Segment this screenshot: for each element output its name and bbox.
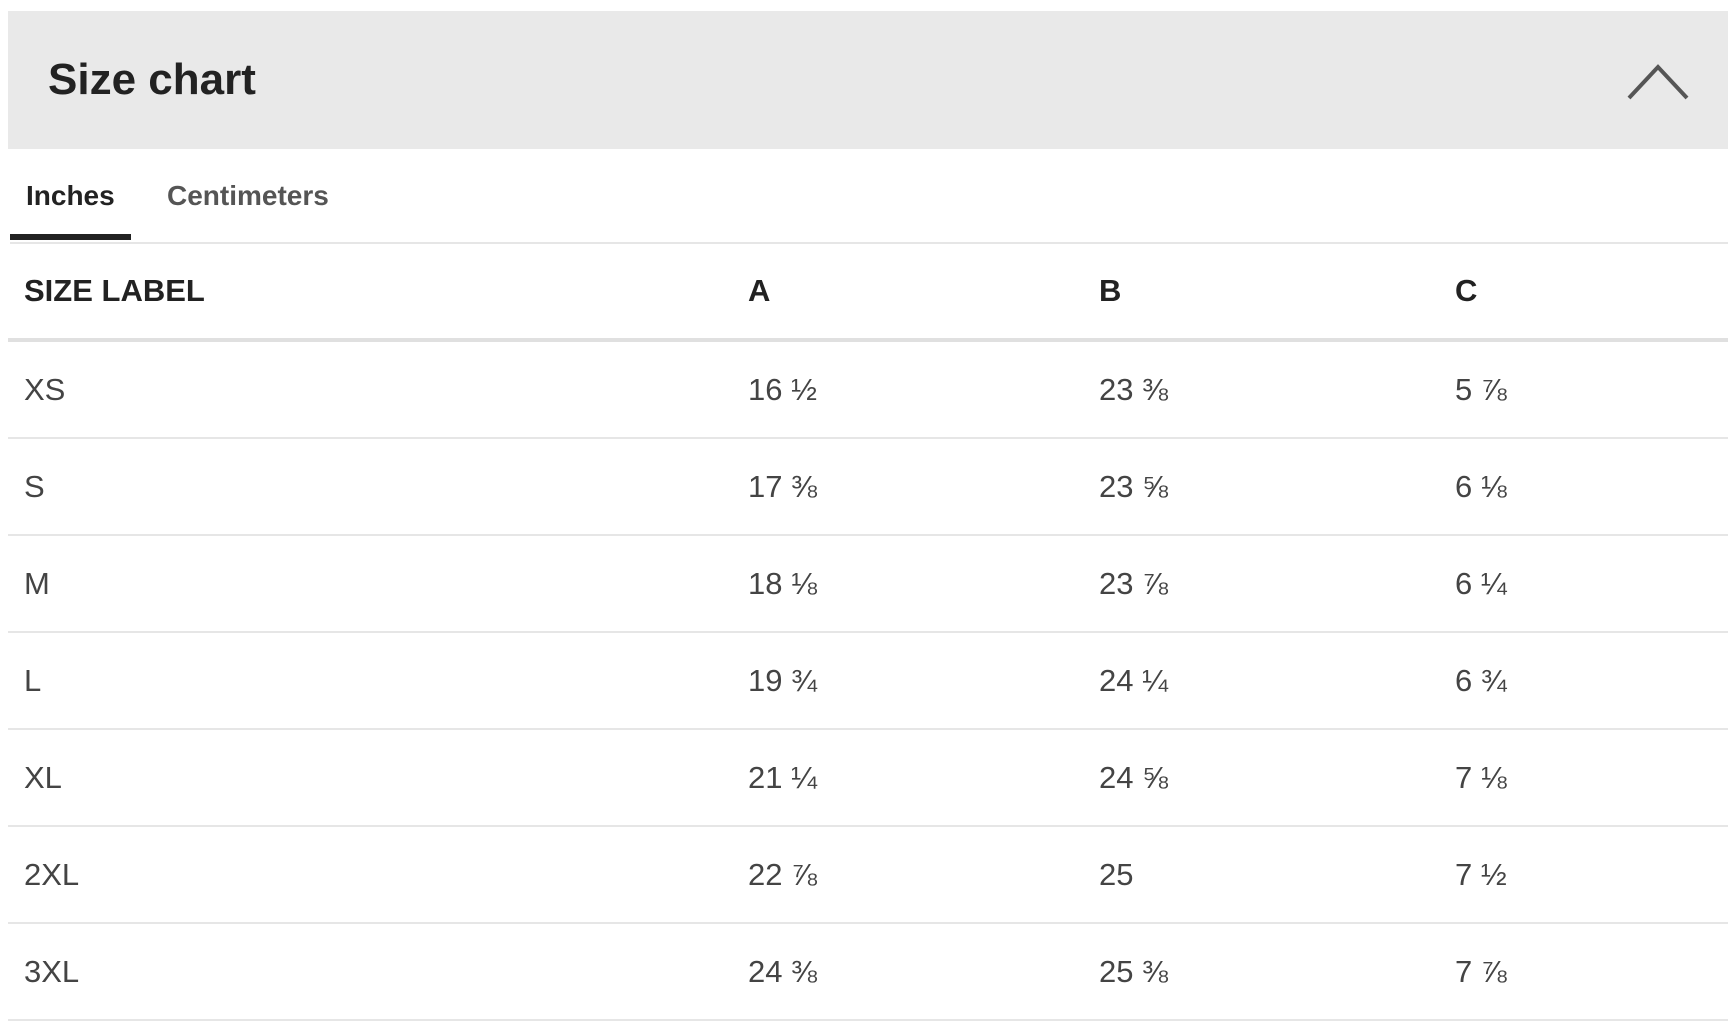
table-cell: 21 ¼ — [748, 760, 817, 795]
table-cell: 6 ¾ — [1455, 663, 1507, 698]
tab[interactable]: Inches — [26, 180, 115, 211]
column-header: B — [1099, 273, 1122, 308]
table-cell: 6 ⅛ — [1455, 469, 1507, 504]
table-cell: 25 ⅜ — [1099, 954, 1168, 989]
table-cell: 24 ⅜ — [748, 954, 817, 989]
table-cell: 24 ¼ — [1099, 663, 1168, 698]
table-cell: 7 ½ — [1455, 857, 1507, 892]
column-header: SIZE LABEL — [24, 273, 205, 308]
tab[interactable]: Centimeters — [167, 180, 329, 211]
accordion-header[interactable]: Size chart — [8, 11, 1728, 149]
table-cell: 25 — [1099, 857, 1134, 892]
table-cell: 16 ½ — [748, 372, 817, 407]
table-row: S 17 ⅜ 23 ⅝ 6 ⅛ — [8, 439, 1728, 536]
table-cell: 5 ⅞ — [1455, 372, 1507, 407]
table-row: XS 16 ½ 23 ⅜ 5 ⅞ — [8, 342, 1728, 439]
table-cell: 18 ⅛ — [748, 566, 817, 601]
table-cell: 6 ¼ — [1455, 566, 1507, 601]
table-cell: 7 ⅞ — [1455, 954, 1507, 989]
table-row: 3XL 24 ⅜ 25 ⅜ 7 ⅞ — [8, 924, 1728, 1021]
table-cell: 17 ⅜ — [748, 469, 817, 504]
column-header: C — [1455, 273, 1478, 308]
header-row: SIZE LABEL A B C — [8, 244, 1728, 342]
title: Size chart — [48, 55, 256, 104]
table-row: M 18 ⅛ 23 ⅞ 6 ¼ — [8, 536, 1728, 633]
table-cell: S — [24, 469, 45, 504]
table-row: L 19 ¾ 24 ¼ 6 ¾ — [8, 633, 1728, 730]
table-row: 2XL 22 ⅞ 25 7 ½ — [8, 827, 1728, 924]
table-cell: 23 ⅝ — [1099, 469, 1168, 504]
table-cell: L — [24, 663, 42, 698]
table-cell: 2XL — [24, 857, 80, 892]
size-table: SIZE LABEL A B C XS 16 ½ 23 ⅜ 5 ⅞ S 17 ⅜ 23 ⅝ 6 ⅛ M 1… — [8, 244, 1728, 1021]
collapse-icon[interactable] — [1626, 61, 1690, 101]
table-cell: 22 ⅞ — [748, 857, 817, 892]
table-cell: 23 ⅜ — [1099, 372, 1168, 407]
table-cell: XL — [24, 760, 62, 795]
table-cell: 24 ⅝ — [1099, 760, 1168, 795]
table-cell: 23 ⅞ — [1099, 566, 1168, 601]
table-cell: 3XL — [24, 954, 80, 989]
table-row: XL 21 ¼ 24 ⅝ 7 ⅛ — [8, 730, 1728, 827]
table-cell: 7 ⅛ — [1455, 760, 1507, 795]
active-tab-indicator — [10, 234, 131, 240]
column-header: A — [748, 273, 771, 308]
table-cell: M — [24, 566, 50, 601]
table-cell: XS — [24, 372, 66, 407]
unit-tabs: Inches Centimeters — [10, 150, 1728, 244]
table-cell: 19 ¾ — [748, 663, 817, 698]
